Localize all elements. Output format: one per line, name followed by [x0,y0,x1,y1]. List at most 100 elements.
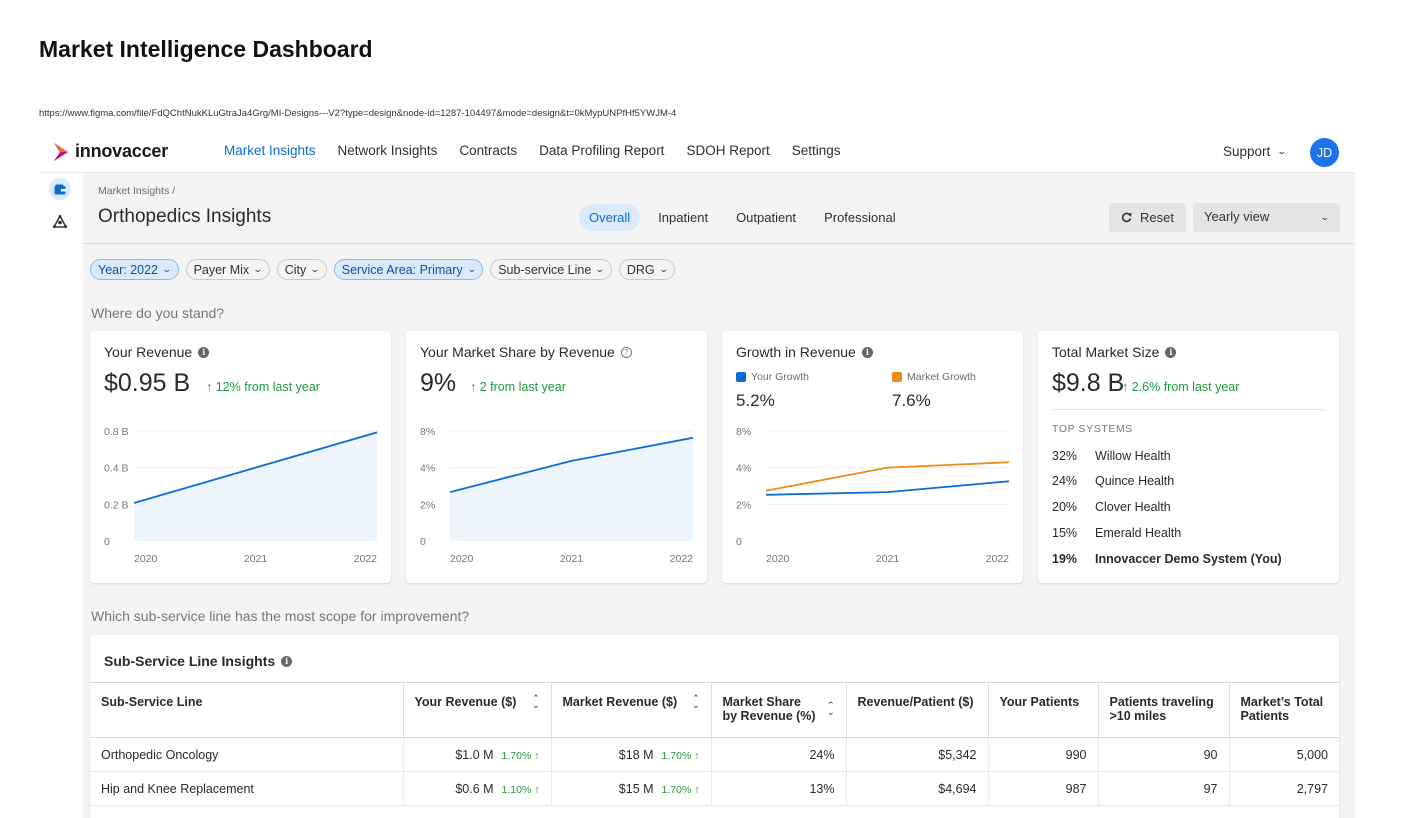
view-select[interactable]: Yearly view ⌄ [1193,203,1340,232]
info-icon[interactable]: i [861,346,873,358]
table-row[interactable]: Hip and Knee Replacement $0.6 M 1.10% ↑ $… [90,771,1339,806]
y-tick-label: 0.8 B [104,426,129,438]
filter-label: Year: 2022 [98,262,159,277]
top-systems-label: TOP SYSTEMS [1052,423,1133,435]
innovaccer-logo[interactable]: innovaccer [53,141,168,162]
market-size-delta: ↑ 2.6% from last year [1122,380,1240,394]
col-header-market-share[interactable]: Market Share by Revenue (%) ⌃ ⌄ [711,682,847,738]
y-tick-label: 2% [420,499,435,511]
sort-icon[interactable]: ⌃ ⌄ [826,700,835,717]
network-icon [53,214,67,228]
nav-item-market-insights[interactable]: Market Insights [224,143,316,158]
card-title-text: Your Revenue [104,344,193,360]
col-header-patients-traveling[interactable]: Patients traveling >10 miles [1098,682,1230,738]
info-icon[interactable]: i [1165,346,1177,358]
system-pct: 20% [1052,500,1078,514]
cell-your-patients: 987 [988,771,1099,806]
x-tick-label: 2021 [560,553,584,565]
main-content: Market Insights / Orthopedics Insights O… [83,173,1355,818]
delta-text: 1.70% [501,749,532,762]
delta-text: 1.70% [661,783,692,796]
delta-text: 2 from last year [479,380,566,394]
view-select-value: Yearly view [1204,209,1270,224]
card-title-text: Your Market Share by Revenue [420,344,615,360]
y-tick-label: 4% [420,463,435,475]
info-icon[interactable]: i [198,346,210,358]
y-tick-label: 8% [420,426,435,438]
chevron-down-icon: ⌄ [161,264,172,274]
market-share-delta: ↑ 2 from last year [470,380,566,394]
col-header-market-total-patients[interactable]: Market’s Total Patients [1229,682,1339,738]
x-tick-label: 2022 [354,553,378,565]
filter-service-area[interactable]: Service Area: Primary ⌄ [333,259,484,280]
section-question-stand: Where do you stand? [91,305,225,321]
chevron-down-icon: ⌄ [1277,146,1287,156]
chevron-down-icon: ⌄ [595,264,605,274]
col-header-market-revenue[interactable]: Market Revenue ($) ⌃ ⌄ [551,682,712,738]
system-row: 20% Clover Health [1052,500,1171,514]
avatar[interactable]: JD [1310,138,1339,167]
col-header-revenue-per-patient[interactable]: Revenue/Patient ($) [846,682,989,738]
legend-market-growth: Market Growth [892,371,976,383]
nav-menu: Market Insights Network Insights Contrac… [224,143,841,158]
chevron-down-icon: ⌄ [310,264,320,274]
filter-label: Sub-service Line [498,262,592,277]
tab-professional[interactable]: Professional [824,210,896,225]
series-line [765,480,1010,496]
filter-sub-service-line[interactable]: Sub-service Line ⌄ [490,259,612,280]
filter-label: Service Area: Primary [341,262,463,277]
col-header-your-patients[interactable]: Your Patients [988,682,1099,738]
rail-market-button[interactable] [49,178,71,200]
x-tick-label: 2020 [134,553,158,565]
sort-icon[interactable]: ⌃ ⌄ [531,693,540,710]
cell-your-revenue: $1.0 M 1.70% ↑ [403,737,552,772]
card-title-text: Total Market Size [1052,344,1160,360]
system-name: Willow Health [1095,449,1171,463]
tab-outpatient[interactable]: Outpatient [736,210,797,225]
system-row: 32% Willow Health [1052,449,1171,463]
tab-overall[interactable]: Overall [579,204,641,231]
system-name: Clover Health [1095,500,1171,514]
filter-city[interactable]: City ⌄ [276,259,327,280]
table-row[interactable]: Orthopedic Oncology $1.0 M 1.70% ↑ $18 M 1… [90,737,1339,772]
sort-icon[interactable]: ⌃ ⌄ [691,693,700,710]
col-header-your-revenue[interactable]: Your Revenue ($) ⌃ ⌄ [403,682,552,738]
support-label: Support [1223,144,1271,159]
delta-text: 2.6% from last year [1131,380,1240,394]
info-icon[interactable]: i [281,655,293,667]
nav-item-network-insights[interactable]: Network Insights [337,143,438,158]
rail-network-button[interactable] [49,210,71,232]
col-header-sub-service-line[interactable]: Sub-Service Line [90,682,404,738]
cell-market-share: 24% [711,737,847,772]
nav-item-contracts[interactable]: Contracts [459,143,518,158]
figma-url[interactable]: https://www.figma.com/file/FdQChtNukKLuG… [39,108,677,119]
reset-label: Reset [1140,210,1174,225]
system-pct: 15% [1052,526,1078,540]
filter-drg[interactable]: DRG ⌄ [618,259,676,280]
tab-inpatient[interactable]: Inpatient [658,210,709,225]
growth-card: Growth in Revenue i Your Growth 5.2% Mark… [722,331,1023,583]
col-label: Your Revenue ($) [414,695,517,709]
market-share-value: 9% [420,369,457,397]
support-menu[interactable]: Support ⌄ [1223,144,1287,159]
cell-sub-service-line: Orthopedic Oncology [90,737,404,772]
x-tick-label: 2022 [670,553,694,565]
cell-market-revenue: $15 M 1.70% ↑ [551,771,712,806]
filter-payer-mix[interactable]: Payer Mix ⌄ [185,259,270,280]
y-tick-label: 0 [736,536,742,548]
market-size-card: Total Market Size i $9.8 B ↑ 2.6% from la… [1038,331,1339,583]
reset-button[interactable]: Reset [1109,203,1186,232]
help-icon[interactable]: ? [620,346,632,358]
revenue-value: $0.95 B [104,369,191,397]
nav-item-settings[interactable]: Settings [791,143,841,158]
system-pct: 19% [1052,552,1078,566]
cell-patients-traveling: 97 [1098,771,1230,806]
table-title-text: Sub-Service Line Insights [104,653,276,669]
view-tabs: Overall Inpatient Outpatient Professiona… [579,204,906,231]
filter-year[interactable]: Year: 2022 ⌄ [90,259,179,280]
nav-item-data-profiling-report[interactable]: Data Profiling Report [539,143,665,158]
table-header-row: Sub-Service Line Your Revenue ($) ⌃ ⌄ Mark… [90,682,1339,738]
chevron-down-icon: ⌄ [658,264,669,274]
breadcrumb[interactable]: Market Insights / [98,185,176,197]
nav-item-sdoh-report[interactable]: SDOH Report [686,143,770,158]
